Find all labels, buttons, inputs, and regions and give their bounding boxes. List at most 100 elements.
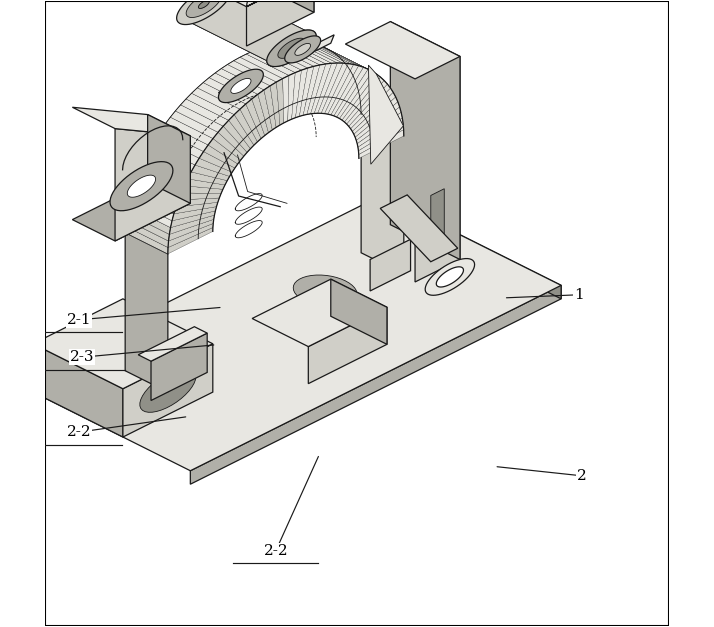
Text: 2-3: 2-3 [70,350,94,364]
Polygon shape [110,162,173,211]
Polygon shape [170,111,218,139]
Polygon shape [314,63,338,113]
Polygon shape [339,71,377,120]
Polygon shape [253,49,301,73]
Polygon shape [285,36,321,63]
Polygon shape [331,279,387,344]
Polygon shape [203,78,252,104]
Polygon shape [188,172,227,185]
Polygon shape [218,76,260,95]
Polygon shape [141,157,188,186]
Polygon shape [391,21,460,260]
Polygon shape [356,107,401,144]
Polygon shape [296,68,308,118]
Polygon shape [264,86,276,130]
Polygon shape [127,175,156,198]
Polygon shape [342,74,381,122]
Polygon shape [176,105,223,132]
Polygon shape [289,41,338,63]
Polygon shape [361,115,404,274]
Polygon shape [179,0,228,23]
Polygon shape [186,93,234,120]
Polygon shape [198,1,209,9]
Polygon shape [228,115,254,149]
Polygon shape [151,333,207,401]
Polygon shape [218,126,247,156]
Polygon shape [140,369,196,413]
Polygon shape [203,145,238,168]
Polygon shape [303,65,320,115]
Text: 2-2: 2-2 [263,544,288,557]
Polygon shape [199,1,208,8]
Polygon shape [252,279,387,347]
Polygon shape [334,53,381,77]
Polygon shape [326,48,373,71]
Polygon shape [347,80,388,127]
Polygon shape [331,66,363,116]
Polygon shape [181,186,223,194]
Polygon shape [172,207,216,221]
Polygon shape [321,46,368,69]
Polygon shape [301,42,348,63]
Polygon shape [348,67,393,92]
Polygon shape [361,108,404,136]
Polygon shape [246,99,265,139]
Polygon shape [176,0,231,24]
Polygon shape [125,226,168,254]
Polygon shape [145,150,191,179]
Polygon shape [355,102,400,140]
Polygon shape [426,258,475,295]
Polygon shape [156,130,203,158]
Polygon shape [308,307,387,384]
Text: 2-2: 2-2 [67,425,91,439]
Polygon shape [176,198,219,207]
Polygon shape [72,182,191,241]
Polygon shape [318,63,343,113]
Polygon shape [126,219,169,248]
Polygon shape [358,118,403,151]
Polygon shape [195,158,232,176]
Polygon shape [271,43,320,66]
Polygon shape [341,59,388,84]
Polygon shape [191,88,240,115]
Polygon shape [415,56,460,282]
Polygon shape [358,130,404,159]
Polygon shape [381,196,561,299]
Polygon shape [169,215,214,234]
Polygon shape [283,42,332,64]
Polygon shape [215,68,264,94]
Polygon shape [252,94,268,135]
Polygon shape [368,65,403,164]
Polygon shape [270,82,280,127]
Polygon shape [184,179,225,189]
Polygon shape [351,71,396,97]
Polygon shape [126,206,171,234]
Polygon shape [258,46,308,70]
Polygon shape [330,50,377,74]
Polygon shape [338,56,384,80]
Polygon shape [33,344,123,437]
Polygon shape [358,91,402,118]
Polygon shape [361,102,403,130]
Polygon shape [178,193,221,200]
Polygon shape [337,69,373,119]
Polygon shape [197,83,246,109]
Polygon shape [129,192,174,221]
Polygon shape [72,107,191,136]
Polygon shape [209,73,258,99]
Polygon shape [223,120,251,152]
Polygon shape [234,109,258,145]
Polygon shape [278,38,305,58]
Polygon shape [258,90,272,133]
Polygon shape [139,164,184,193]
Polygon shape [33,299,213,389]
Polygon shape [139,327,207,361]
Polygon shape [246,0,314,46]
Polygon shape [357,86,401,112]
Polygon shape [297,34,334,60]
Polygon shape [295,41,343,63]
Polygon shape [128,199,172,228]
Polygon shape [348,84,391,129]
Polygon shape [355,80,400,107]
Polygon shape [267,30,316,66]
